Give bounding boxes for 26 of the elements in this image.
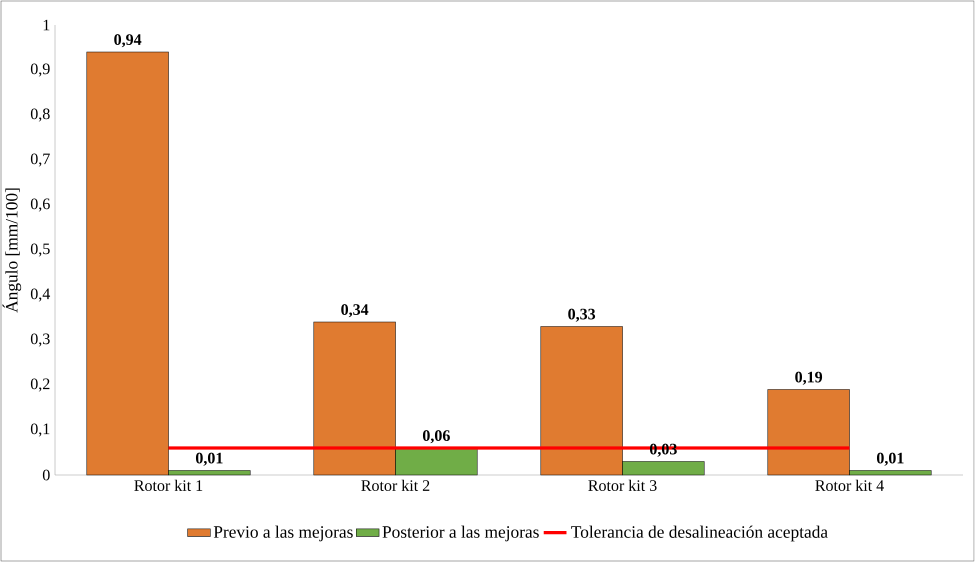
data-label: 0,06 (422, 430, 450, 444)
y-tick-label: 0,1 (30, 423, 50, 437)
data-label: 0,01 (876, 452, 904, 466)
legend-label: Tolerancia de desalineación aceptada (571, 526, 828, 542)
data-label: 0,01 (196, 452, 223, 466)
legend-label: Posterior a las mejoras (382, 526, 539, 542)
y-tick-label: 0,4 (30, 288, 50, 302)
data-label: 0,94 (114, 34, 142, 48)
y-tick-label: 0,8 (30, 108, 50, 122)
x-tick-label: Rotor kit 1 (134, 480, 202, 491)
y-tick-label: 0 (42, 470, 50, 480)
data-label: 0,19 (795, 372, 822, 385)
y-tick-label: 1 (44, 20, 50, 30)
legend-label: Previo a las mejoras (214, 526, 353, 542)
y-tick-label: 0,6 (30, 198, 50, 212)
x-tick-label: Rotor kit 4 (815, 480, 884, 491)
y-tick-label: 0,2 (30, 378, 50, 392)
x-tick-label: Rotor kit 2 (361, 480, 430, 491)
y-axis-title: Ángulo [mm/100] (2, 188, 22, 313)
data-label: 0,34 (341, 304, 368, 318)
data-label: 0,33 (568, 308, 596, 322)
y-tick-label: 0,5 (30, 243, 50, 257)
x-tick-label: Rotor kit 3 (588, 480, 657, 491)
y-tick-label: 0,3 (30, 333, 50, 347)
y-tick-label: 0,9 (30, 63, 50, 77)
y-tick-label: 0,7 (30, 153, 50, 167)
